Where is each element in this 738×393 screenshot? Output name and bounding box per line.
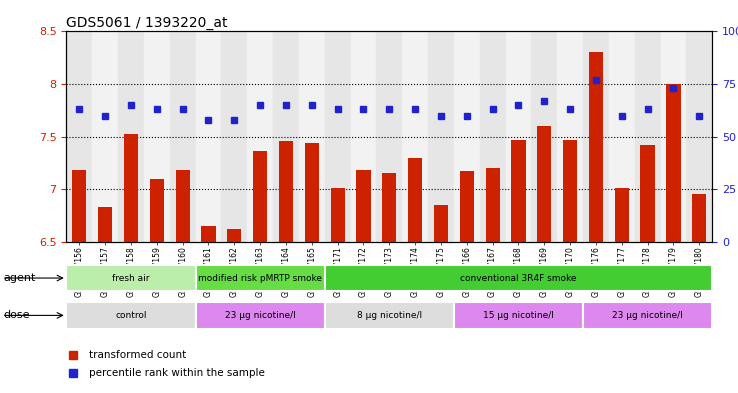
Bar [273, 31, 299, 242]
Bar [247, 31, 273, 242]
Bar [325, 265, 712, 291]
Text: 23 μg nicotine/l: 23 μg nicotine/l [225, 311, 295, 320]
Bar [609, 31, 635, 242]
Bar [66, 31, 92, 242]
Bar [641, 145, 655, 242]
Text: dose: dose [4, 310, 30, 320]
Bar [583, 31, 609, 242]
Bar [376, 31, 402, 242]
Text: modified risk pMRTP smoke: modified risk pMRTP smoke [198, 274, 323, 283]
Bar [66, 302, 196, 329]
Bar [92, 31, 118, 242]
Text: 8 μg nicotine/l: 8 μg nicotine/l [356, 311, 422, 320]
Bar [557, 31, 583, 242]
Bar [170, 31, 196, 242]
Bar [227, 229, 241, 242]
Bar [428, 31, 454, 242]
Bar [196, 302, 325, 329]
Text: conventional 3R4F smoke: conventional 3R4F smoke [461, 274, 576, 283]
Bar [196, 265, 325, 291]
Bar [402, 31, 428, 242]
Bar [692, 195, 706, 242]
Text: fresh air: fresh air [112, 274, 150, 283]
Bar [537, 126, 551, 242]
Bar [124, 134, 138, 242]
Text: agent: agent [4, 273, 36, 283]
Bar [196, 31, 221, 242]
Bar [253, 151, 267, 242]
Bar [201, 226, 215, 242]
Bar [66, 265, 196, 291]
Bar [454, 302, 583, 329]
Bar [98, 207, 112, 242]
Bar [563, 140, 577, 242]
Bar [583, 302, 712, 329]
Text: 23 μg nicotine/l: 23 μg nicotine/l [613, 311, 683, 320]
Bar [382, 173, 396, 242]
Bar [480, 31, 506, 242]
Text: GDS5061 / 1393220_at: GDS5061 / 1393220_at [66, 17, 228, 30]
Bar [351, 31, 376, 242]
Text: percentile rank within the sample: percentile rank within the sample [89, 368, 265, 378]
Bar [661, 31, 686, 242]
Bar [144, 31, 170, 242]
Bar [506, 31, 531, 242]
Bar [408, 158, 422, 242]
Text: transformed count: transformed count [89, 350, 186, 360]
Bar [176, 170, 190, 242]
Bar [150, 178, 164, 242]
Bar [356, 170, 370, 242]
Bar [454, 31, 480, 242]
Bar [325, 31, 351, 242]
Bar [299, 31, 325, 242]
Text: 15 μg nicotine/l: 15 μg nicotine/l [483, 311, 554, 320]
Bar [615, 188, 629, 242]
Bar [72, 170, 86, 242]
Bar [486, 168, 500, 242]
Bar [686, 31, 712, 242]
Bar [434, 205, 448, 242]
Bar [331, 188, 345, 242]
Bar [305, 143, 319, 242]
Bar [325, 302, 454, 329]
Bar [221, 31, 247, 242]
Bar [635, 31, 661, 242]
Text: control: control [115, 311, 147, 320]
Bar [118, 31, 144, 242]
Bar [589, 52, 603, 242]
Bar [279, 141, 293, 242]
Bar [531, 31, 557, 242]
Bar [460, 171, 474, 242]
Bar [666, 84, 680, 242]
Bar [511, 140, 525, 242]
